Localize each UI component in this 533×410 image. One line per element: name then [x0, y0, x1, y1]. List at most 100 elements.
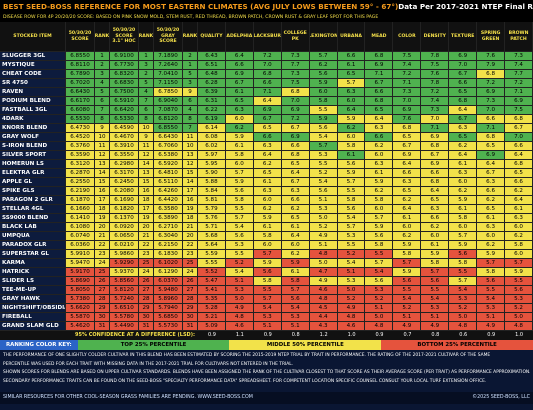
cell-value: 23: [183, 250, 198, 259]
column-header: 50/30/20 SCORE: [66, 22, 95, 52]
cell-value: 6.4: [281, 169, 310, 178]
cell-value: 6.0920: [110, 223, 139, 232]
cell-value: 5.7: [393, 259, 422, 268]
cell-value: 2: [95, 61, 110, 70]
cell-value: 22: [95, 241, 110, 250]
cell-value: 5.8: [505, 241, 533, 250]
cell-value: 5: [183, 70, 198, 79]
cell-value: 6.1: [505, 205, 533, 214]
cell-value: 6.1: [281, 268, 310, 277]
column-header: STOCKED ITEM: [0, 22, 66, 52]
column-header: MEAD: [365, 22, 394, 52]
cell-value: 6.0: [505, 250, 533, 259]
cell-value: 7.1: [253, 88, 282, 97]
cell-value: 3: [95, 70, 110, 79]
cell-value: 5.1: [365, 304, 394, 313]
cell-value: 5.0: [309, 259, 338, 268]
cell-value: 5.5: [477, 286, 506, 295]
cell-value: 6.5920: [154, 160, 183, 169]
cell-value: 5: [139, 79, 154, 88]
cell-value: 6.6: [281, 142, 310, 151]
cell-value: 20: [95, 223, 110, 232]
cell-value: 4.8: [309, 250, 338, 259]
cell-value: 6.8: [253, 70, 282, 79]
cell-value: 5.4: [421, 295, 450, 304]
cell-value: 6.1: [337, 61, 366, 70]
cell-value: 5.68: [198, 232, 226, 241]
cell-value: 7.0: [449, 61, 478, 70]
cultivar-name: RAVEN: [0, 88, 66, 97]
cell-value: 6.5: [281, 214, 310, 223]
cell-value: 21: [139, 232, 154, 241]
cell-value: 6.4: [505, 196, 533, 205]
cultivar-name: S-IRON BLEND: [0, 142, 66, 151]
cell-value: 16: [183, 196, 198, 205]
cell-value: 20: [183, 232, 198, 241]
column-header: URBANA: [337, 22, 366, 52]
cell-value: 6.02: [198, 142, 226, 151]
cell-value: 5.4: [449, 286, 478, 295]
cell-value: 5.3: [309, 205, 338, 214]
cell-value: 5.35: [198, 295, 226, 304]
cell-value: 5.6: [337, 205, 366, 214]
cell-value: 6.08: [198, 133, 226, 142]
cell-value: 5.4490: [110, 322, 139, 331]
cell-value: 5.9: [365, 178, 394, 187]
cell-value: 6.3590: [66, 151, 95, 160]
cell-value: 27: [139, 286, 154, 295]
cell-value: 5.79: [198, 205, 226, 214]
cell-value: 4.6: [337, 322, 366, 331]
cell-value: 4.8: [337, 313, 366, 322]
cell-value: 26: [95, 277, 110, 286]
cell-value: 5.2: [505, 304, 533, 313]
cell-value: 5.7: [449, 277, 478, 286]
cell-value: 5.1: [281, 322, 310, 331]
cell-value: 5.5870: [66, 313, 95, 322]
cell-value: 6.8: [365, 52, 394, 61]
cell-value: 5.0: [365, 313, 394, 322]
cell-value: 6.7: [225, 79, 254, 88]
cell-value: 9: [139, 133, 154, 142]
cell-value: 4.8: [505, 322, 533, 331]
cell-value: 6.3: [505, 214, 533, 223]
cell-value: 5.95: [198, 160, 226, 169]
cell-value: 7.7: [505, 70, 533, 79]
column-header: TEXTURE: [449, 22, 478, 52]
cell-value: 5.8: [365, 241, 394, 250]
cell-value: 5.59: [198, 250, 226, 259]
column-header: 50/30/20 SCORE 3.1" HOC: [110, 22, 139, 52]
cell-value: 6.2450: [110, 178, 139, 187]
cell-value: 5.4: [365, 268, 394, 277]
cell-value: 6.1: [393, 214, 422, 223]
cell-value: 7.1: [421, 124, 450, 133]
cell-value: 6.3: [393, 178, 422, 187]
cell-value: 5.3: [365, 286, 394, 295]
cell-value: 5.88: [198, 178, 226, 187]
cell-value: 5.2: [225, 259, 254, 268]
cell-value: 23: [139, 250, 154, 259]
cell-value: 22: [139, 241, 154, 250]
cell-value: 6.1: [253, 223, 282, 232]
cultivar-name: SLUGGER 3GL: [0, 52, 66, 61]
cell-value: 6: [139, 106, 154, 115]
cell-value: 22: [183, 241, 198, 250]
cell-value: 24: [183, 268, 198, 277]
cell-value: 7.4: [505, 61, 533, 70]
cell-value: 6.1: [477, 214, 506, 223]
cell-value: 25: [95, 268, 110, 277]
cell-value: 5.6: [365, 277, 394, 286]
cell-value: 6.5110: [154, 178, 183, 187]
cultivar-name: 4DARK: [0, 115, 66, 124]
cell-value: 5.0: [337, 286, 366, 295]
cell-value: 7.0: [505, 133, 533, 142]
cell-value: 5.9: [505, 268, 533, 277]
column-header: RANK: [183, 22, 198, 52]
column-header: 50/30/20 GRAY SCORE: [154, 22, 183, 52]
cell-value: 14: [95, 169, 110, 178]
cell-value: 7.1: [505, 88, 533, 97]
cell-value: 6.9: [449, 52, 478, 61]
cell-value: 6.0740: [66, 232, 95, 241]
cell-value: 3: [139, 61, 154, 70]
cell-value: 6.8: [421, 142, 450, 151]
cell-value: 7.5: [393, 52, 422, 61]
